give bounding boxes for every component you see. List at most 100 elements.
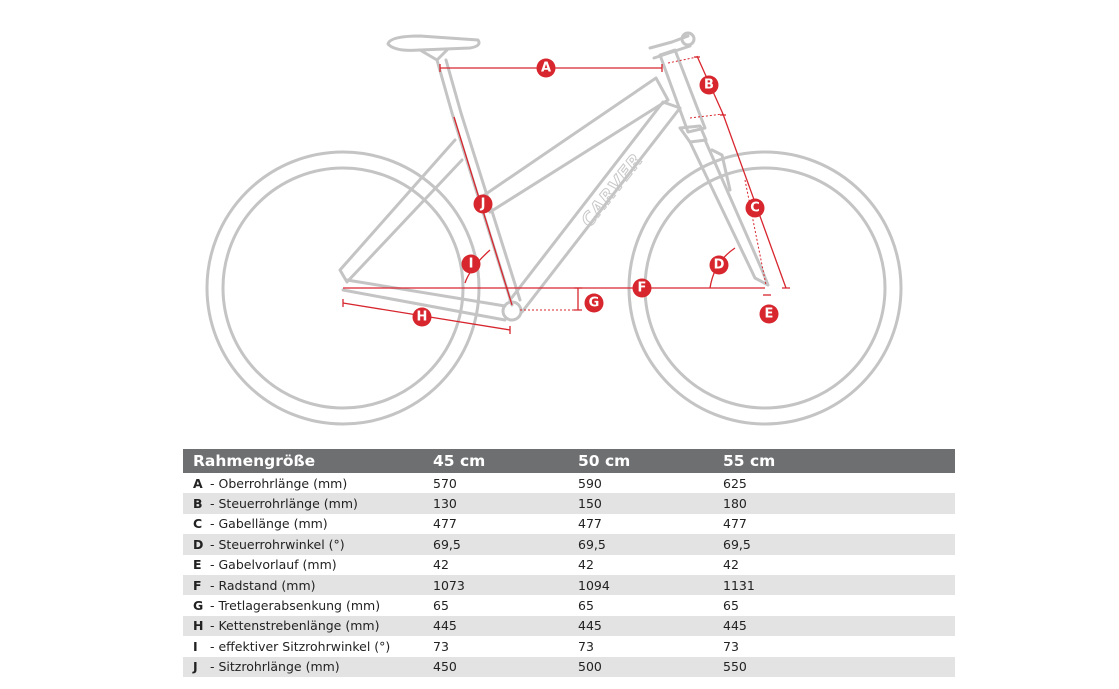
svg-text:B: B [704, 78, 714, 93]
cell-value: 450 [433, 656, 578, 677]
row-label: H - Kettenstrebenlänge (mm) [183, 615, 433, 637]
dimension-lines [342, 55, 790, 334]
row-key: E [193, 557, 202, 573]
cell-value: 42 [723, 557, 739, 573]
row-key: I [193, 638, 198, 654]
cell-value: 1094 [578, 574, 723, 596]
marker-b: B [699, 75, 719, 95]
svg-text:H: H [417, 310, 428, 325]
table-row: E - Gabelvorlauf (mm) 42 42 42 [183, 555, 955, 575]
cell-value: 445 [723, 615, 955, 637]
row-key: A [193, 475, 203, 491]
cell-value: 1131 [723, 574, 955, 596]
row-key: G [193, 598, 204, 614]
table-row: G - Tretlagerabsenkung (mm) 65 65 65 [183, 595, 955, 615]
cell-value: 73 [723, 638, 739, 654]
row-description: - effektiver Sitzrohrwinkel (°) [210, 638, 391, 654]
marker-h: H [412, 307, 432, 327]
row-description: - Steuerrohrwinkel (°) [210, 536, 345, 552]
row-description: - Steuerrohrlänge (mm) [210, 496, 358, 512]
cell-value: 130 [433, 493, 578, 514]
marker-j: J [473, 194, 493, 214]
row-description: - Radstand (mm) [210, 577, 316, 593]
row-key: D [193, 536, 204, 552]
row-label: D - Steuerrohrwinkel (°) [183, 534, 433, 555]
cell-value: 590 [578, 475, 602, 491]
bike-frame: CARVER [338, 31, 770, 322]
row-label: C - Gabellänge (mm) [183, 514, 433, 534]
svg-text:C: C [750, 201, 760, 216]
cell-value: 65 [433, 598, 449, 614]
svg-text:G: G [589, 296, 600, 311]
marker-g: G [584, 293, 604, 313]
table-header: Rahmengröße 45 cm 50 cm 55 cm [183, 449, 955, 473]
cell-value: 477 [433, 516, 457, 532]
header-45cm: 45 cm [433, 449, 578, 473]
header-frame-size: Rahmengröße [183, 449, 433, 473]
row-key: B [193, 496, 203, 512]
table-row: F - Radstand (mm) 1073 1094 1131 [183, 574, 955, 596]
brand-logo: CARVER [577, 150, 647, 232]
row-key: C [193, 516, 203, 532]
row-description: - Kettenstrebenlänge (mm) [210, 618, 380, 634]
cell-value: 69,5 [723, 534, 955, 555]
svg-text:D: D [714, 258, 725, 273]
cell-value: 1073 [433, 574, 578, 596]
cell-value: 65 [578, 598, 594, 614]
row-label: G - Tretlagerabsenkung (mm) [183, 595, 433, 615]
cell-value: 73 [578, 638, 594, 654]
svg-text:A: A [541, 61, 551, 76]
row-key: F [193, 577, 202, 593]
cell-value: 69,5 [578, 534, 723, 555]
marker-e: E [759, 304, 779, 324]
row-description: - Oberrohrlänge (mm) [210, 475, 348, 491]
row-description: - Gabellänge (mm) [210, 516, 328, 532]
table-row: C - Gabellänge (mm) 477 477 477 [183, 514, 955, 534]
marker-a: A [536, 58, 556, 78]
table-row: H- Kettenstrebenlänge (mm) 445 445 445 [183, 615, 955, 637]
row-key: J [193, 659, 198, 675]
svg-text:J: J [480, 197, 486, 212]
cell-value: 73 [433, 638, 449, 654]
table-row: I - effektiver Sitzrohrwinkel (°) 73 73 73 [183, 636, 955, 656]
cell-value: 500 [578, 656, 723, 677]
header-55cm: 55 cm [723, 449, 955, 473]
marker-i: I [461, 254, 481, 274]
marker-f: F [632, 278, 652, 298]
geometry-table: Rahmengröße 45 cm 50 cm 55 cm A - Oberroh… [183, 449, 955, 677]
cell-value: 42 [578, 557, 594, 573]
cell-value: 477 [723, 516, 747, 532]
cell-value: 150 [578, 493, 723, 514]
row-label: E - Gabelvorlauf (mm) [183, 555, 433, 575]
cell-value: 69,5 [433, 534, 578, 555]
row-label: I - effektiver Sitzrohrwinkel (°) [183, 636, 433, 656]
cell-value: 180 [723, 493, 955, 514]
cell-value: 445 [578, 615, 723, 637]
row-label: A - Oberrohrlänge (mm) [183, 473, 433, 493]
row-label: F - Radstand (mm) [183, 574, 433, 596]
cell-value: 570 [433, 475, 457, 491]
cell-value: 445 [433, 615, 578, 637]
cell-value: 65 [723, 598, 739, 614]
marker-d: D [709, 255, 729, 275]
cell-value: 625 [723, 475, 747, 491]
row-description: - Tretlagerabsenkung (mm) [210, 598, 381, 614]
cell-value: 550 [723, 656, 955, 677]
svg-text:F: F [638, 281, 647, 296]
bike-geometry-diagram: CARVER A B C D E F G H I J [205, 31, 903, 426]
dimension-markers: A B C D E F G H I J [412, 58, 779, 327]
table-row: B - Steuerrohrlänge (mm) 130 150 180 [183, 493, 955, 514]
row-key: H [193, 618, 204, 634]
row-description: - Gabelvorlauf (mm) [210, 557, 337, 573]
header-50cm: 50 cm [578, 449, 723, 473]
svg-text:E: E [765, 307, 774, 322]
marker-c: C [745, 198, 765, 218]
table-row: A - Oberrohrlänge (mm) 570 590 625 [183, 473, 955, 493]
row-label: B - Steuerrohrlänge (mm) [183, 493, 433, 514]
row-description: - Sitzrohrlänge (mm) [210, 659, 340, 675]
row-label: J - Sitzrohrlänge (mm) [183, 656, 433, 677]
cell-value: 477 [578, 516, 602, 532]
svg-text:I: I [469, 257, 474, 272]
table-row: J - Sitzrohrlänge (mm) 450 500 550 [183, 656, 955, 677]
cell-value: 42 [433, 557, 449, 573]
